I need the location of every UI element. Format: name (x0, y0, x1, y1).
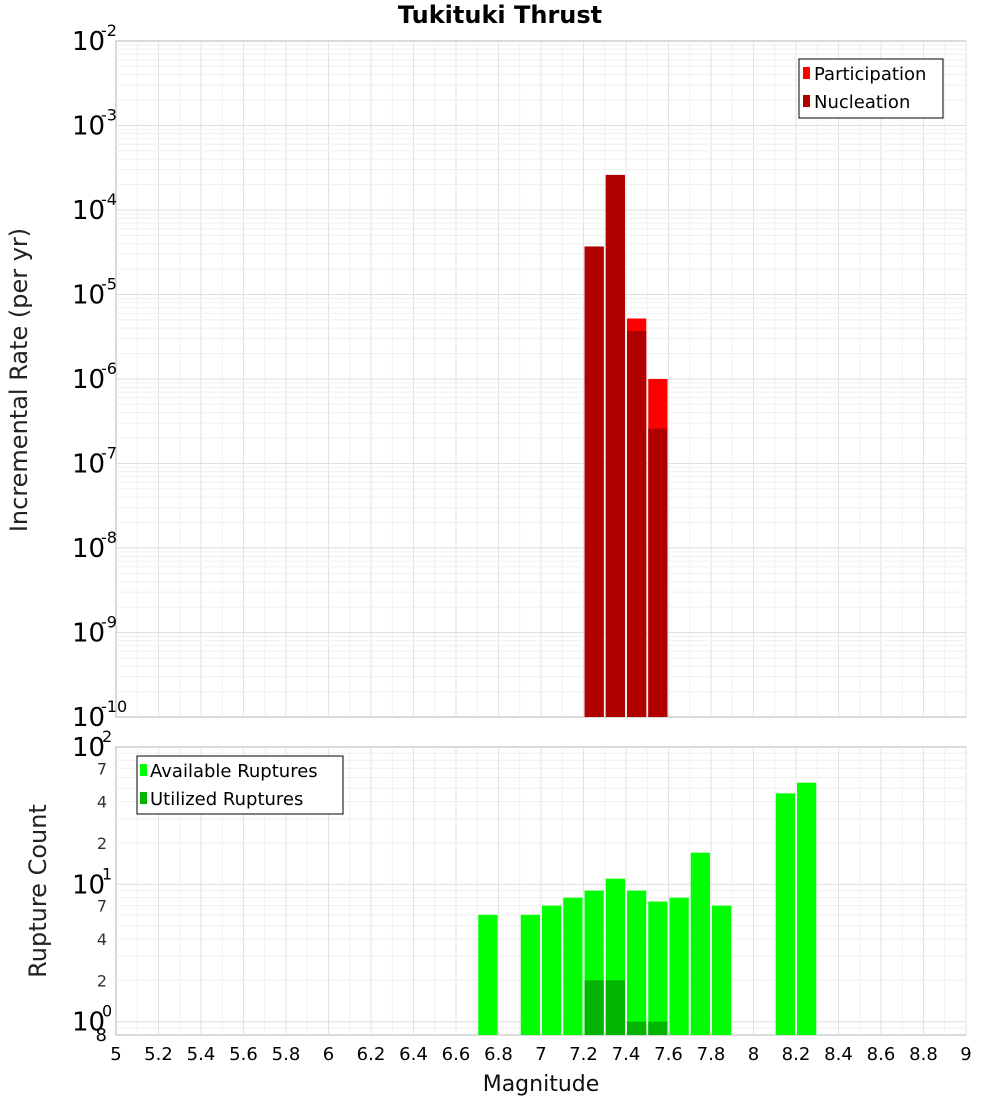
x-tick-label: 8.6 (867, 1044, 896, 1065)
x-axis-label: Magnitude (483, 1072, 600, 1097)
top-y-tick-exponent: -2 (101, 21, 117, 40)
bottom-y-minor-tick: 8 (96, 1025, 107, 1046)
bottom-y-minor-tick: 4 (97, 930, 107, 949)
bottom-legend: Available Ruptures Utilized Ruptures (136, 755, 344, 815)
bar-available-ruptures (627, 890, 647, 1035)
bar-available-ruptures (797, 782, 817, 1035)
top-y-tick-base: 10 (72, 619, 105, 649)
utilized-swatch (140, 792, 147, 804)
top-y-tick-base: 10 (72, 365, 105, 395)
top-legend: Participation Nucleation (798, 58, 944, 119)
x-axis-ticks: 5 5.2 5.4 5.6 5.8 6 6.2 6.4 6.6 6.8 7 7.2 7.4 7.6 7.8 8… (110, 1044, 971, 1065)
x-tick-label: 8.2 (782, 1044, 811, 1065)
x-tick-label: 5.8 (272, 1044, 301, 1065)
legend-participation-label: Participation (814, 64, 926, 85)
top-y-ticks: 10-210-310-410-510-610-710-810-910-10 (72, 21, 127, 733)
top-y-tick-exponent: -5 (101, 275, 117, 294)
bar-utilized-ruptures (648, 1021, 668, 1035)
bar-nucleation (605, 174, 625, 717)
bar-available-ruptures (669, 897, 689, 1035)
x-tick-label: 5.2 (144, 1044, 173, 1065)
bottom-y-minor-tick: 7 (97, 897, 107, 916)
top-y-tick-exponent: -9 (101, 613, 117, 632)
bottom-bars (478, 782, 817, 1035)
bottom-y-tick-exponent: 2 (102, 727, 112, 746)
x-tick-label: 5.6 (229, 1044, 258, 1065)
legend-nucleation-label: Nucleation (814, 92, 910, 113)
top-y-tick-base: 10 (72, 450, 105, 480)
bar-nucleation (584, 246, 604, 718)
x-tick-label: 6.2 (357, 1044, 386, 1065)
top-y-tick-exponent: -7 (101, 444, 117, 463)
top-y-tick-base: 10 (72, 703, 105, 733)
bar-available-ruptures (478, 914, 498, 1035)
x-tick-label: 7.8 (697, 1044, 726, 1065)
bar-available-ruptures (648, 901, 668, 1035)
bar-nucleation (648, 428, 668, 717)
top-plot: 10-210-310-410-510-610-710-810-910-10 In… (5, 21, 967, 733)
top-y-axis-label: Incremental Rate (per yr) (5, 228, 33, 532)
top-legend-box (798, 58, 944, 119)
x-tick-label: 6.4 (399, 1044, 428, 1065)
x-tick-label: 6.8 (484, 1044, 513, 1065)
available-swatch (140, 764, 147, 776)
top-y-tick-base: 10 (72, 112, 105, 142)
top-y-tick-exponent: -8 (101, 528, 117, 547)
x-tick-label: 5 (110, 1044, 121, 1065)
legend-available-label: Available Ruptures (150, 761, 318, 782)
bar-available-ruptures (520, 914, 540, 1035)
top-y-tick-base: 10 (72, 281, 105, 311)
legend-utilized-label: Utilized Ruptures (150, 789, 303, 810)
bottom-y-tick-exponent: 1 (102, 864, 112, 883)
bottom-y-tick-base: 10 (72, 870, 105, 900)
bar-utilized-ruptures (605, 980, 625, 1035)
nucleation-swatch (803, 95, 810, 107)
x-tick-label: 7.2 (569, 1044, 598, 1065)
bottom-y-axis-label: Rupture Count (24, 804, 52, 978)
top-y-tick-exponent: -6 (101, 359, 117, 378)
top-y-tick-base: 10 (72, 27, 105, 57)
bottom-y-minor-tick: 2 (97, 834, 107, 853)
top-grid (116, 41, 967, 717)
x-tick-label: 6.6 (442, 1044, 471, 1065)
x-tick-label: 8.8 (909, 1044, 938, 1065)
chart-title: Tukituki Thrust (398, 1, 602, 29)
x-tick-label: 8.4 (824, 1044, 853, 1065)
top-y-tick-base: 10 (72, 534, 105, 564)
x-tick-label: 8 (748, 1044, 759, 1065)
bar-utilized-ruptures (584, 980, 604, 1035)
x-tick-label: 7 (535, 1044, 546, 1065)
bottom-y-tick-exponent: 0 (102, 1002, 112, 1021)
x-tick-label: 5.4 (187, 1044, 216, 1065)
bar-available-ruptures (690, 852, 710, 1035)
bar-available-ruptures (775, 793, 795, 1035)
bottom-y-minor-tick: 7 (97, 759, 107, 778)
top-y-tick-exponent: -10 (101, 697, 127, 716)
top-y-tick-base: 10 (72, 196, 105, 226)
bottom-y-tick-base: 10 (72, 733, 105, 763)
top-y-tick-exponent: -4 (101, 190, 117, 209)
bar-available-ruptures (563, 897, 583, 1035)
x-tick-label: 7.6 (654, 1044, 683, 1065)
participation-swatch (803, 67, 810, 79)
x-tick-label: 6 (323, 1044, 334, 1065)
top-bars (584, 174, 668, 718)
bar-nucleation (627, 330, 647, 717)
top-y-tick-exponent: -3 (101, 106, 117, 125)
bottom-y-minor-tick: 2 (97, 971, 107, 990)
x-tick-label: 7.4 (612, 1044, 641, 1065)
x-tick-label: 9 (960, 1044, 971, 1065)
bar-available-ruptures (542, 905, 562, 1035)
bottom-y-minor-tick: 4 (97, 793, 107, 812)
bottom-legend-box (136, 755, 344, 815)
bar-available-ruptures (712, 905, 732, 1035)
bar-utilized-ruptures (627, 1021, 647, 1035)
bottom-y-tick-base: 10 (72, 1008, 105, 1038)
